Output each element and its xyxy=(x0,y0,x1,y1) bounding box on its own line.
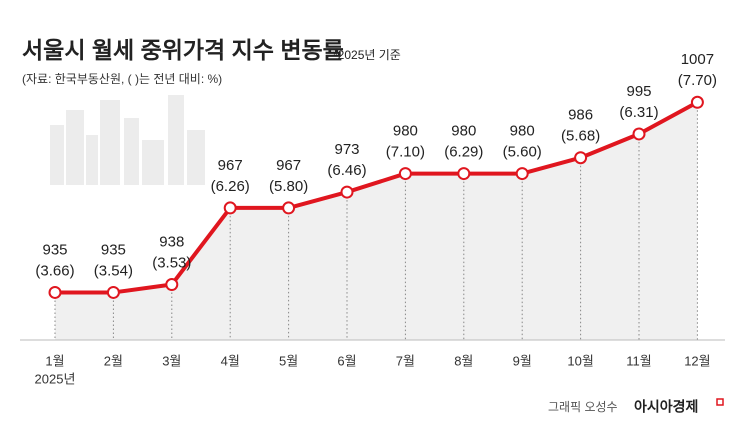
value-label: 967 xyxy=(276,157,301,174)
x-tick-label: 11월 xyxy=(626,353,651,368)
x-tick-label: 10월 xyxy=(567,353,593,368)
skyline xyxy=(50,95,205,185)
year-label: 2025년 xyxy=(35,371,76,386)
change-label: (5.60) xyxy=(503,144,542,161)
credit: 그래픽 오성수 xyxy=(548,400,618,414)
change-label: (5.68) xyxy=(561,128,600,145)
point xyxy=(106,285,120,299)
change-label: (6.46) xyxy=(327,162,366,179)
x-tick-label: 9월 xyxy=(513,353,532,368)
x-tick-label: 1월 xyxy=(45,353,64,368)
value-label: 967 xyxy=(218,157,243,174)
change-label: (7.70) xyxy=(678,72,717,89)
x-tick-label: 2월 xyxy=(104,353,123,368)
value-label: 980 xyxy=(393,123,418,140)
note: *2025년 기준 xyxy=(333,48,401,62)
point xyxy=(165,278,179,292)
value-label: 938 xyxy=(159,233,184,250)
x-tick-label: 5월 xyxy=(279,353,298,368)
change-label: (7.10) xyxy=(386,144,425,161)
change-label: (3.53) xyxy=(152,254,191,271)
point xyxy=(282,201,296,215)
value-label: 986 xyxy=(568,107,593,124)
change-label: (6.31) xyxy=(619,104,658,121)
value-label: 973 xyxy=(334,141,359,158)
point xyxy=(398,167,412,181)
x-tick-label: 12월 xyxy=(684,353,710,368)
change-label: (6.29) xyxy=(444,144,483,161)
publisher: 아시아경제 xyxy=(634,399,698,415)
point xyxy=(632,127,646,141)
value-label: 980 xyxy=(451,123,476,140)
x-tick-label: 6월 xyxy=(337,353,356,368)
subtitle: (자료: 한국부동산원, ( )는 전년 대비: %) xyxy=(22,72,222,86)
point xyxy=(515,167,529,181)
x-tick-label: 7월 xyxy=(396,353,415,368)
value-label: 935 xyxy=(42,241,67,258)
point xyxy=(340,185,354,199)
x-tick-label: 8월 xyxy=(454,353,473,368)
x-tick-label: 3월 xyxy=(162,353,181,368)
change-label: (6.26) xyxy=(211,178,250,195)
change-label: (5.80) xyxy=(269,178,308,195)
change-label: (3.66) xyxy=(35,262,74,279)
line xyxy=(55,100,699,295)
point xyxy=(457,167,471,181)
point xyxy=(223,201,237,215)
area xyxy=(55,102,698,340)
logo-mark xyxy=(716,398,724,406)
x-tick-label: 4월 xyxy=(221,353,240,368)
value-label: 1007 xyxy=(681,51,714,68)
value-label: 935 xyxy=(101,241,126,258)
chart-title: 서울시 월세 중위가격 지수 변동률 xyxy=(22,37,344,63)
change-label: (3.54) xyxy=(94,262,133,279)
point xyxy=(690,95,704,109)
value-label: 995 xyxy=(626,83,651,100)
point xyxy=(574,151,588,165)
value-label: 980 xyxy=(510,123,535,140)
point xyxy=(48,285,62,299)
